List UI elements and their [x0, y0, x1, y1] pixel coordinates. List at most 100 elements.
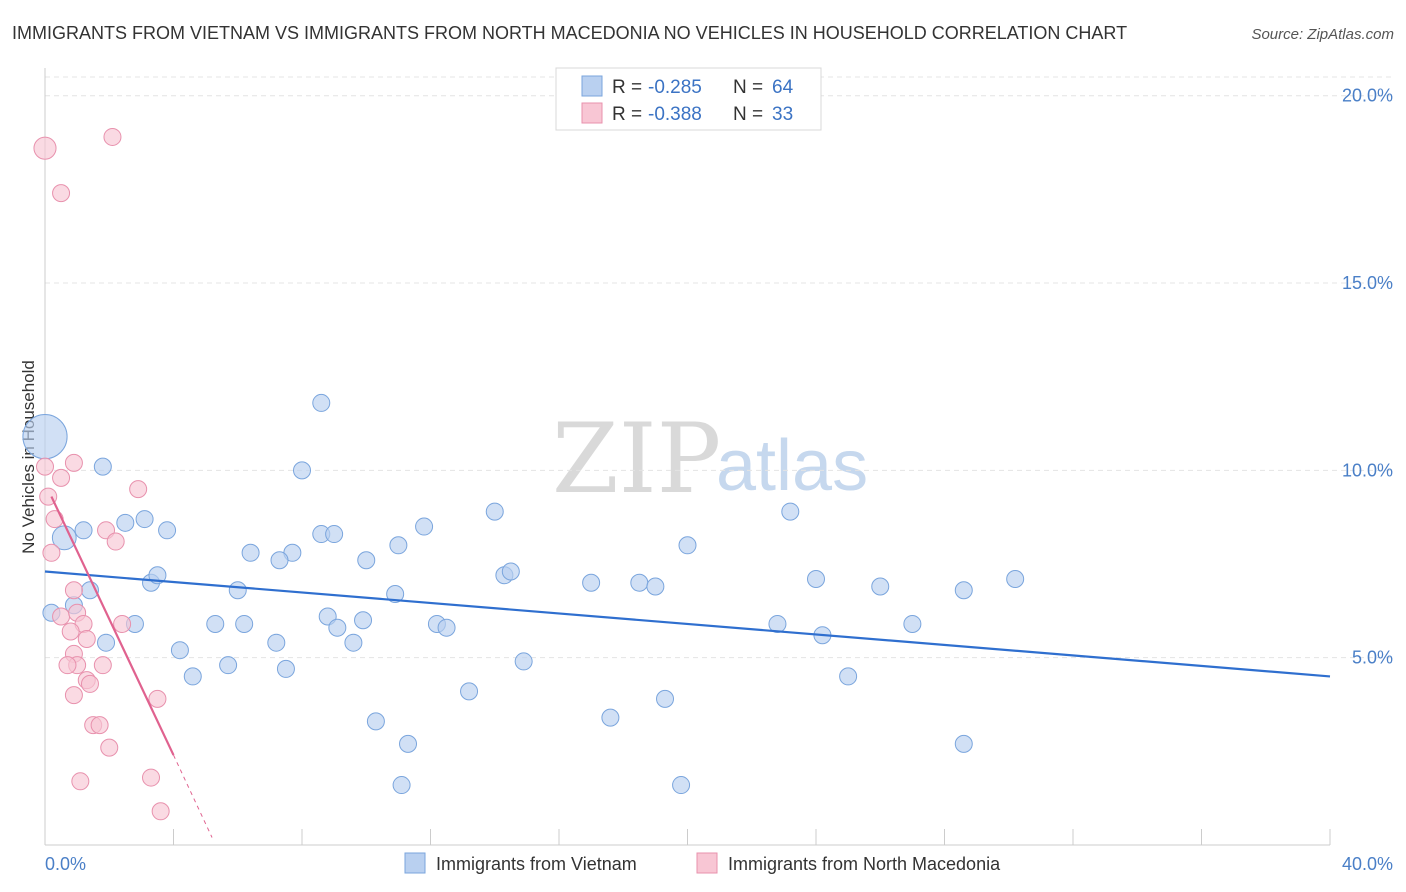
vietnam-point-53 — [903, 614, 922, 633]
macedonia-point-0 — [33, 136, 57, 160]
vietnam-point-13 — [415, 517, 434, 536]
legend-r-value-macedonia: -0.388 — [648, 104, 702, 125]
vietnam-point-43 — [170, 641, 189, 660]
macedonia-point-12 — [64, 581, 83, 600]
vietnam-point-16 — [485, 502, 504, 521]
vietnam-point-14 — [325, 525, 344, 544]
vietnam-point-48 — [183, 667, 202, 686]
macedonia-point-4 — [52, 468, 71, 487]
vietnam-point-3 — [93, 457, 112, 476]
macedonia-point-25 — [64, 686, 83, 705]
bottom-legend-label-macedonia: Immigrants from North Macedonia — [728, 854, 1001, 874]
vietnam-point-24 — [807, 570, 825, 589]
x-axis-ticks — [173, 829, 1331, 845]
macedonia-point-3 — [36, 457, 54, 476]
legend-r-value-vietnam: -0.285 — [648, 77, 702, 98]
y-tick-label-0: 5.0% — [1352, 648, 1393, 668]
vietnam-point-2 — [74, 521, 93, 540]
watermark-atlas: atlas — [716, 426, 868, 506]
vietnam-point-18 — [501, 562, 520, 581]
vietnam-point-47 — [276, 659, 295, 678]
chart-source: Source: ZipAtlas.com — [1251, 26, 1394, 43]
macedonia-point-6 — [129, 480, 148, 499]
vietnam-point-55 — [366, 712, 385, 731]
vietnam-point-30 — [228, 581, 247, 600]
bottom-legend-label-vietnam: Immigrants from Vietnam — [436, 854, 637, 874]
macedonia-point-16 — [113, 614, 132, 633]
vietnam-point-45 — [344, 633, 363, 652]
vietnam-point-10 — [241, 543, 260, 562]
bottom-legend-swatch-macedonia — [696, 852, 718, 874]
vietnam-point-49 — [514, 652, 533, 671]
macedonia-point-29 — [100, 738, 119, 757]
macedonia-point-1 — [103, 127, 122, 146]
vietnam-point-46 — [219, 656, 238, 675]
vietnam-point-21 — [646, 577, 665, 596]
macedonia-point-18 — [77, 629, 96, 648]
vietnam-point-0 — [22, 414, 68, 460]
macedonia-point-26 — [148, 689, 167, 708]
gridlines — [45, 76, 1393, 659]
vietnam-point-31 — [386, 584, 405, 603]
y-tick-label-2: 15.0% — [1342, 273, 1393, 293]
y-tick-labels: 5.0% 10.0% 15.0% 20.0% — [1342, 86, 1393, 668]
vietnam-point-19 — [582, 573, 601, 592]
macedonia-point-13 — [52, 607, 71, 626]
vietnam-point-4 — [135, 510, 154, 529]
trend-line-vietnam — [44, 570, 1331, 678]
vietnam-point-7 — [293, 461, 311, 480]
y-axis-label: No Vehicles in Household — [19, 360, 38, 554]
macedonia-point-28 — [90, 716, 109, 735]
macedonia-point-32 — [151, 802, 170, 821]
y-tick-label-3: 20.0% — [1342, 86, 1393, 106]
watermark: ZIP atlas — [552, 403, 868, 515]
macedonia-point-22 — [93, 656, 112, 675]
x-tick-label-min: 0.0% — [45, 854, 86, 874]
vietnam-point-38 — [328, 618, 347, 637]
vietnam-point-62 — [954, 581, 973, 600]
vietnam-point-54 — [460, 682, 479, 701]
vietnam-point-5 — [116, 513, 135, 532]
vietnam-point-6 — [158, 521, 177, 540]
vietnam-point-44 — [267, 633, 286, 652]
series-legend: Immigrants from Vietnam Immigrants from … — [404, 852, 1001, 874]
vietnam-point-57 — [656, 689, 675, 708]
macedonia-point-24 — [80, 674, 99, 693]
vietnam-point-39 — [354, 611, 373, 630]
trend-line-macedonia — [50, 496, 175, 756]
vietnam-point-63 — [1006, 570, 1025, 589]
macedonia-point-7 — [45, 510, 64, 529]
vietnam-point-61 — [672, 776, 691, 795]
legend-n-value-macedonia: 33 — [772, 104, 793, 125]
macedonia-point-2 — [52, 184, 71, 203]
stats-legend: R = -0.285 N = 64 R = -0.388 N = 33 — [555, 67, 822, 131]
legend-swatch-macedonia — [581, 102, 603, 124]
legend-swatch-vietnam — [581, 75, 603, 97]
series-vietnam-points — [22, 393, 1025, 795]
trend-lines — [44, 496, 1331, 838]
chart-title: IMMIGRANTS FROM VIETNAM VS IMMIGRANTS FR… — [12, 23, 1127, 43]
legend-n-value-vietnam: 64 — [772, 77, 794, 98]
vietnam-point-15 — [357, 551, 376, 570]
vietnam-point-26 — [312, 393, 331, 412]
vietnam-point-41 — [437, 618, 456, 637]
vietnam-point-60 — [392, 776, 411, 795]
macedonia-point-5 — [64, 453, 83, 472]
watermark-zip: ZIP — [552, 403, 721, 515]
vietnam-point-20 — [630, 573, 649, 592]
vietnam-point-11 — [270, 551, 289, 570]
vietnam-point-58 — [399, 734, 418, 753]
legend-n-label-macedonia: N = — [733, 104, 763, 125]
legend-r-label-macedonia: R = — [612, 104, 642, 125]
macedonia-point-30 — [71, 772, 90, 791]
legend-r-label-vietnam: R = — [612, 77, 642, 98]
macedonia-point-11 — [42, 543, 61, 562]
vietnam-point-25 — [871, 577, 890, 596]
vietnam-point-36 — [235, 614, 254, 633]
macedonia-point-21 — [58, 656, 77, 675]
macedonia-point-17 — [61, 622, 80, 641]
macedonia-point-31 — [142, 768, 161, 787]
vietnam-point-42 — [97, 633, 116, 652]
bottom-legend-swatch-vietnam — [404, 852, 426, 874]
